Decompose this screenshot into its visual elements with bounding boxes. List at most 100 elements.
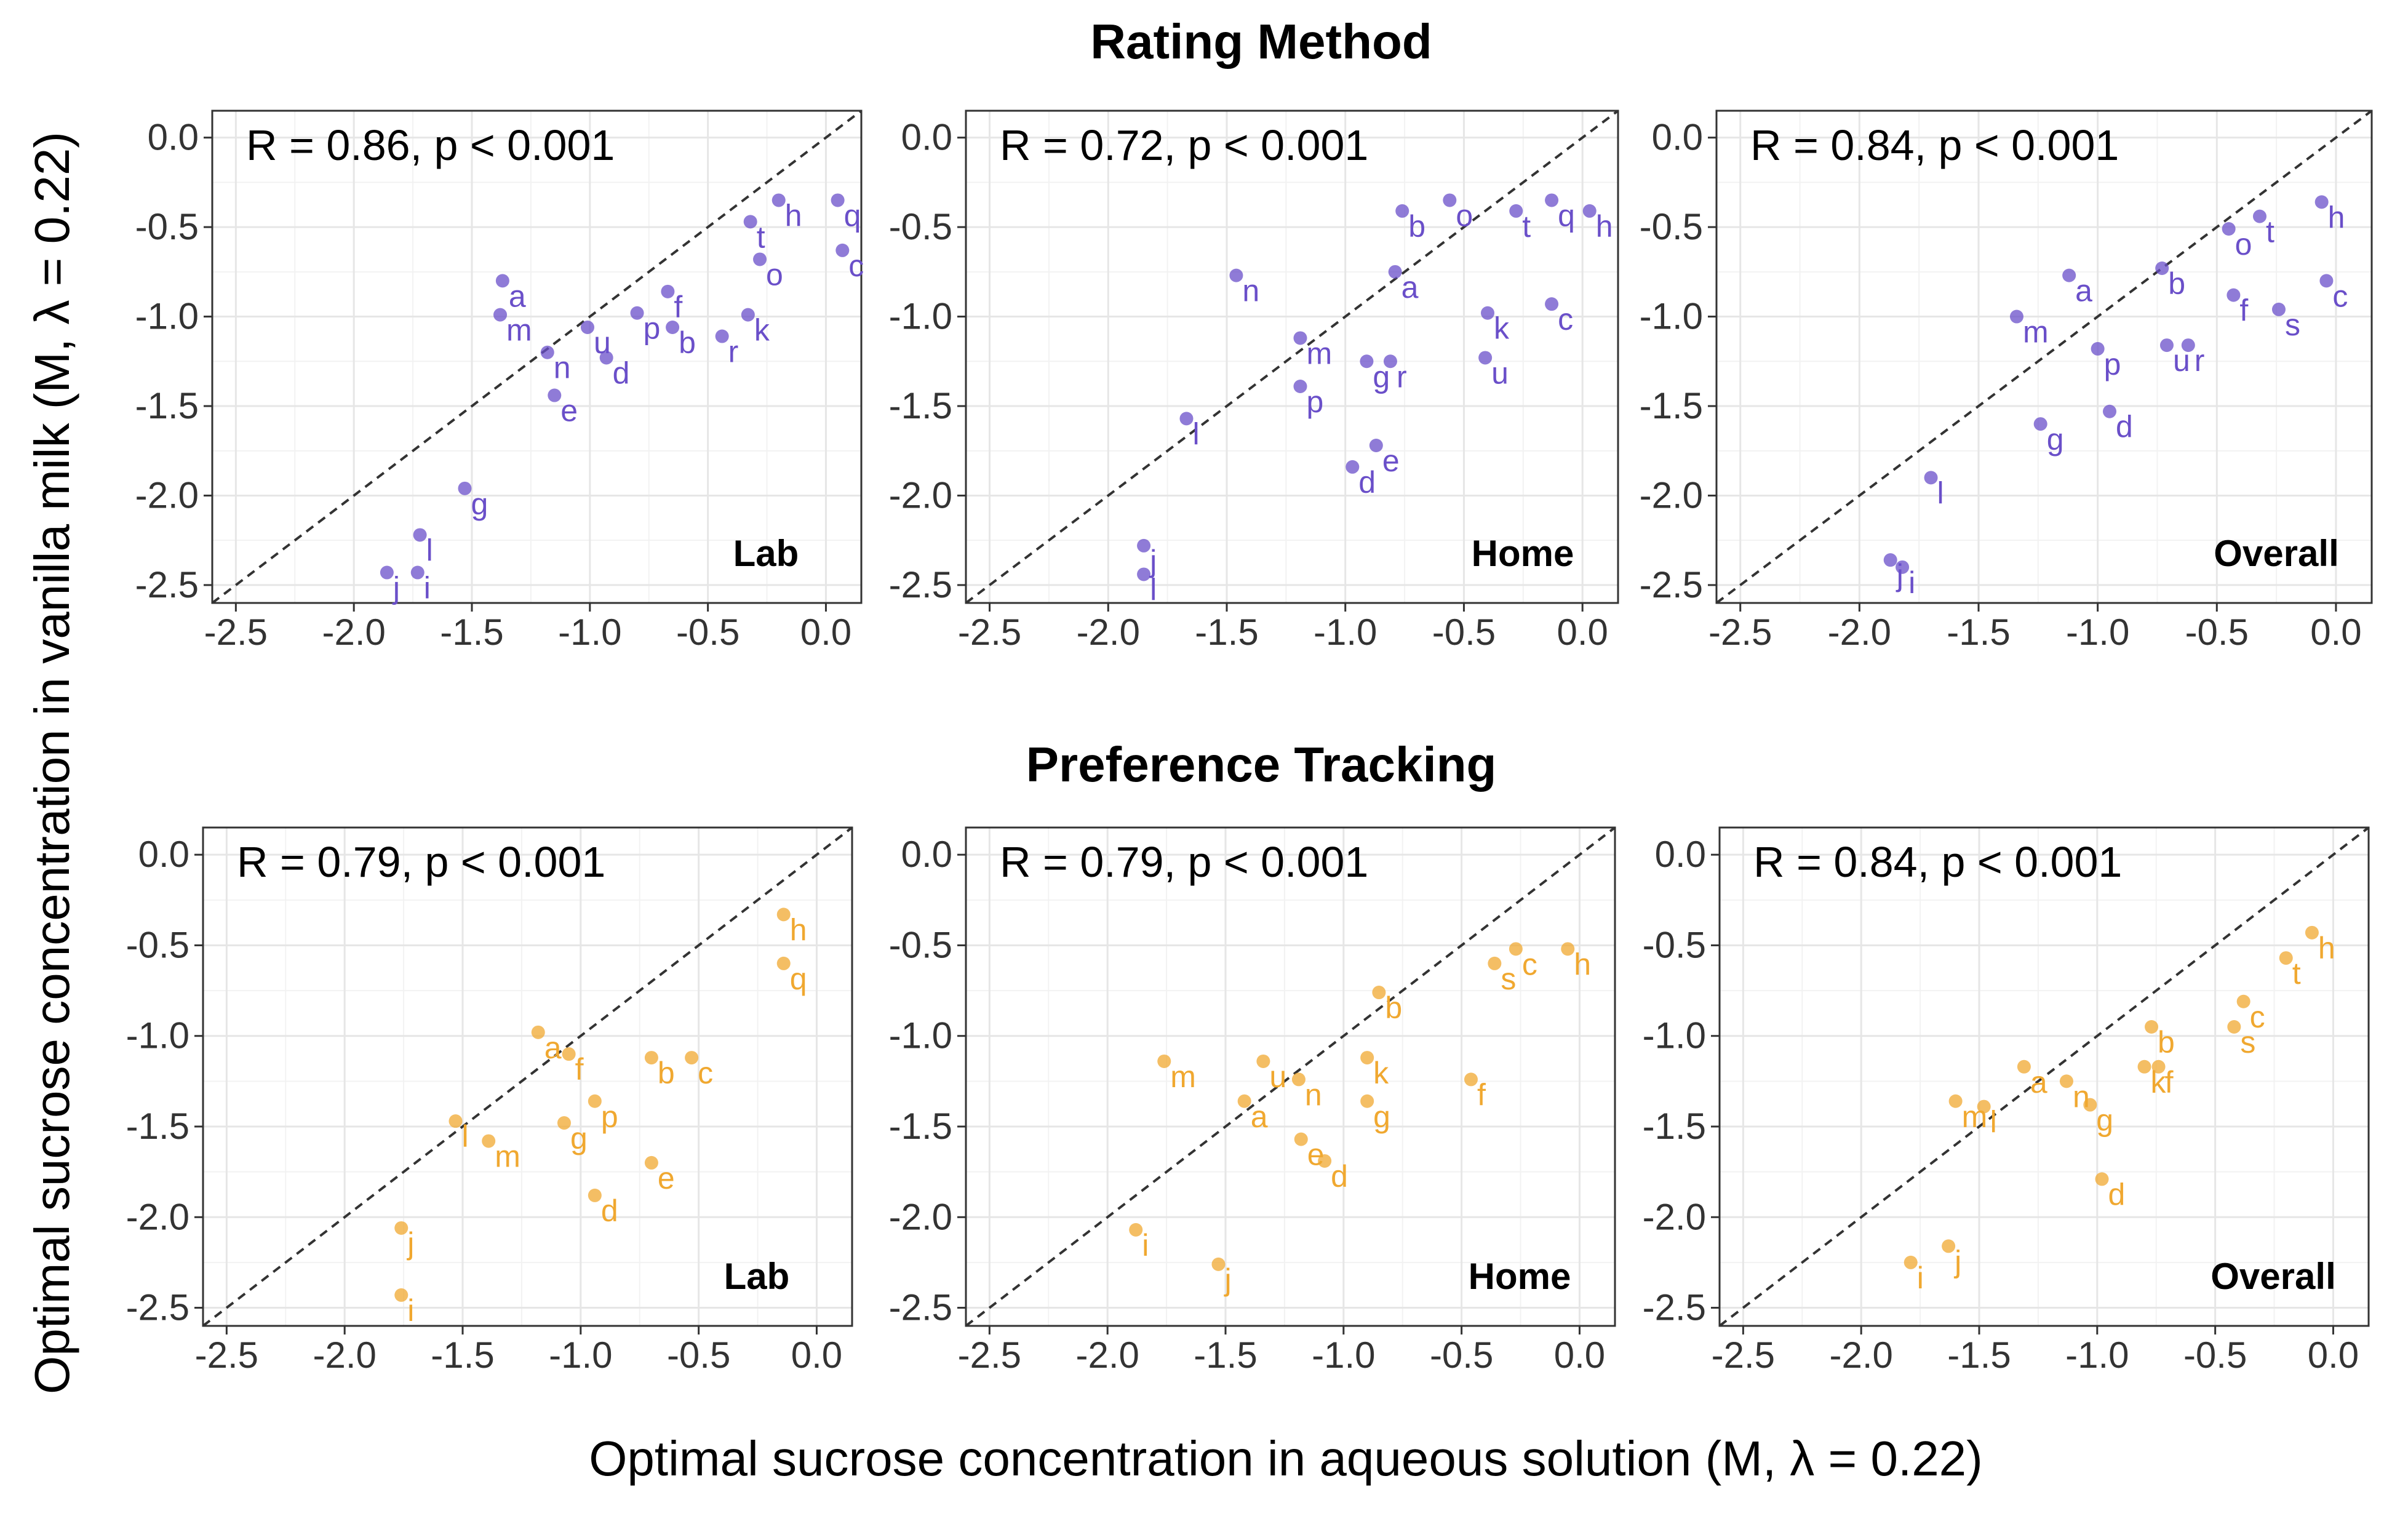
data-point	[1977, 1099, 1991, 1114]
point-label: g	[471, 487, 488, 521]
data-point	[2314, 195, 2329, 209]
data-point	[644, 1155, 658, 1170]
y-tick-label: -2.5	[889, 1287, 952, 1328]
point-label: i	[1142, 1228, 1149, 1263]
identity-line	[1718, 826, 2370, 1327]
data-point	[557, 1116, 571, 1130]
data-point	[2319, 274, 2334, 288]
point-label: k	[1373, 1056, 1389, 1090]
point-label: b	[658, 1056, 675, 1090]
point-label: i	[1908, 565, 1915, 600]
y-tick-label: 0.0	[1655, 834, 1706, 875]
data-point	[1509, 942, 1523, 956]
data-point	[753, 252, 767, 266]
x-tick-label: -1.0	[1312, 1334, 1375, 1376]
identity-line	[965, 826, 1616, 1327]
point-label: t	[1522, 209, 1531, 244]
point-label: m	[506, 313, 532, 348]
point-label: c	[848, 249, 864, 283]
point-label: o	[766, 257, 783, 292]
point-label: g	[570, 1121, 588, 1155]
point-label: g	[2096, 1103, 2113, 1138]
data-point	[743, 215, 757, 229]
panels-container: -2.5 -2.0 -1.5 -1.0 -0.5 0.0 0.0 -0.5 -1.0 -1.5 -2…	[126, 110, 2373, 1376]
point-label: i	[407, 1293, 414, 1328]
identity-line	[965, 110, 1619, 604]
point-label: f	[575, 1052, 584, 1087]
point-label: f	[1477, 1077, 1486, 1112]
y-tick-label: -0.5	[889, 206, 952, 247]
point-label: k	[1494, 311, 1510, 346]
data-point	[1291, 1072, 1306, 1087]
point-label: f	[2165, 1065, 2174, 1099]
panel-border	[202, 826, 853, 1327]
point-label: d	[2116, 410, 2133, 444]
data-point	[1481, 306, 1494, 320]
data-point	[2222, 222, 2236, 236]
point-label: c	[1522, 947, 1537, 981]
x-tick-label: -0.5	[2183, 1334, 2247, 1376]
point-label: o	[2235, 227, 2252, 261]
data-point	[831, 193, 845, 207]
data-point	[666, 321, 680, 334]
data-point	[1369, 439, 1383, 452]
point-label: a	[1251, 1099, 1268, 1134]
panel-border	[211, 110, 863, 604]
data-point	[1488, 956, 1502, 970]
point-label: f	[674, 290, 682, 324]
data-point	[1179, 412, 1194, 426]
x-tick-label: -2.0	[1829, 1334, 1892, 1376]
x-tick-label: -2.5	[204, 612, 268, 653]
data-point	[1582, 204, 1597, 218]
x-tick-label: -2.5	[1708, 612, 1772, 653]
point-label: h	[785, 198, 802, 233]
point-label: t	[757, 220, 765, 254]
x-tick-label: 0.0	[800, 612, 851, 653]
row-title-preference: Preference Tracking	[1026, 737, 1497, 792]
data-point	[2145, 1020, 2159, 1034]
data-point	[2271, 302, 2286, 316]
gridlines	[966, 111, 1618, 603]
y-axis-title: Optimal sucrose concentration in vanilla…	[25, 132, 79, 1394]
data-point	[1942, 1239, 1956, 1253]
data-point	[1229, 268, 1243, 282]
point-label: e	[560, 394, 578, 428]
y-tick-label: -2.0	[889, 1196, 952, 1237]
point-label: l	[1150, 572, 1157, 607]
data-point	[1360, 354, 1374, 369]
point-label: n	[1305, 1077, 1322, 1112]
gridlines	[1720, 828, 2369, 1326]
panel-rating-overall: -2.5 -2.0 -1.5 -1.0 -0.5 0.0 0.0 -0.5 -1.0 -1.5 -2…	[1640, 110, 2373, 653]
x-tick-label: -2.5	[958, 612, 1021, 653]
point-label: d	[613, 356, 630, 390]
point-label: a	[2075, 274, 2092, 308]
data-point	[2091, 341, 2105, 356]
data-point	[2181, 338, 2195, 353]
identity-line	[1715, 110, 2373, 604]
data-point	[2083, 1098, 2097, 1112]
data-point	[410, 565, 425, 580]
point-label: k	[754, 313, 770, 348]
data-point	[1948, 1094, 1963, 1108]
point-label: j	[1223, 1263, 1231, 1297]
point-label: c	[1558, 302, 1573, 337]
data-point	[2095, 1172, 2109, 1186]
y-tick-label: -2.5	[889, 564, 952, 605]
point-label: p	[644, 311, 661, 346]
data-point	[599, 351, 613, 365]
correlation-stat: R = 0.79, p < 0.001	[1000, 838, 1368, 886]
y-tick-label: -1.5	[126, 1106, 189, 1147]
y-tick-label: 0.0	[901, 117, 952, 158]
data-point	[449, 1114, 463, 1128]
x-tick-label: 0.0	[2310, 612, 2361, 653]
point-label: a	[509, 279, 526, 313]
point-label: a	[544, 1031, 562, 1065]
point-label: m	[1170, 1059, 1196, 1094]
x-tick-label: 0.0	[2308, 1334, 2359, 1376]
panel-border	[1715, 110, 2373, 604]
y-tick-label: -2.0	[126, 1196, 189, 1237]
data-point	[1904, 1255, 1918, 1269]
data-point	[1395, 204, 1409, 218]
point-label: o	[1456, 198, 1473, 233]
point-label: j	[1953, 1244, 1961, 1279]
